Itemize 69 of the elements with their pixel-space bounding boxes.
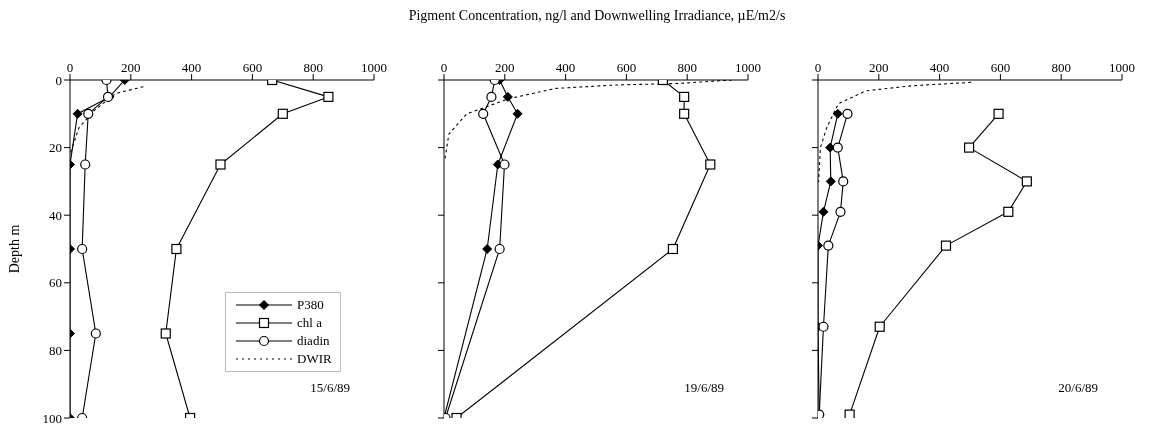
x-tick-label: 0 <box>66 60 74 75</box>
point <box>77 243 88 255</box>
y-tick-label: 0 <box>55 72 62 88</box>
y-tick-label: 20 <box>49 140 62 156</box>
point <box>482 244 493 254</box>
point <box>825 176 836 187</box>
point <box>963 142 975 153</box>
point <box>83 108 94 119</box>
point <box>1021 176 1032 187</box>
point <box>818 321 829 332</box>
point <box>499 159 510 170</box>
y-tick-label: 80 <box>49 343 62 359</box>
y-axis-title: Depth m <box>6 224 22 274</box>
point <box>835 206 846 217</box>
point <box>215 159 226 170</box>
x-tick-label: 400 <box>929 60 950 75</box>
chart-title: Pigment Concentration, ng/l and Downwelling Irradiance, µE/m2/s <box>408 8 786 24</box>
point <box>90 328 101 339</box>
x-tick-label: 1000 <box>735 60 761 75</box>
point <box>832 108 843 119</box>
point <box>844 409 855 418</box>
x-tick-label: 800 <box>303 60 323 75</box>
point <box>160 328 171 339</box>
point <box>323 91 334 102</box>
point <box>494 243 505 255</box>
x-tick-label: 400 <box>555 60 576 75</box>
point <box>512 108 523 119</box>
point <box>832 142 843 153</box>
point <box>705 159 716 170</box>
x-tick-label: 1000 <box>1109 60 1135 75</box>
legend-label: diadin <box>297 333 330 349</box>
x-tick-label: 600 <box>990 60 1011 75</box>
point <box>667 243 679 255</box>
point <box>80 159 91 170</box>
x-tick-label: 1000 <box>361 60 387 75</box>
annotation: 15/6/89 <box>310 380 350 396</box>
point <box>823 240 834 251</box>
annotation: 20/6/89 <box>1058 380 1098 396</box>
point <box>838 176 849 187</box>
point <box>486 91 497 102</box>
y-tick-label: 60 <box>49 275 62 291</box>
point <box>277 108 288 119</box>
point <box>679 91 690 102</box>
point <box>874 321 885 332</box>
y-tick-label: 40 <box>49 207 62 223</box>
x-tick-label: 200 <box>495 60 515 75</box>
point <box>171 243 182 255</box>
point <box>842 108 853 119</box>
point <box>940 240 952 251</box>
point <box>502 91 513 102</box>
point <box>993 108 1004 119</box>
point <box>478 108 489 119</box>
x-tick-label: 200 <box>869 60 889 75</box>
legend-label: DWIR <box>297 351 332 367</box>
x-tick-label: 600 <box>242 60 263 75</box>
point <box>818 206 829 217</box>
y-tick-label: 100 <box>42 410 62 426</box>
legend-label: chl a <box>297 315 322 331</box>
legend-label: P380 <box>297 297 324 313</box>
x-tick-label: 200 <box>121 60 141 75</box>
x-tick-label: 400 <box>181 60 202 75</box>
x-tick-label: 800 <box>1051 60 1071 75</box>
annotation: 19/6/89 <box>684 380 724 396</box>
point <box>1003 206 1014 217</box>
x-tick-label: 800 <box>677 60 697 75</box>
x-tick-label: 0 <box>440 60 448 75</box>
x-tick-label: 0 <box>814 60 822 75</box>
x-tick-label: 600 <box>616 60 637 75</box>
point <box>679 108 690 119</box>
